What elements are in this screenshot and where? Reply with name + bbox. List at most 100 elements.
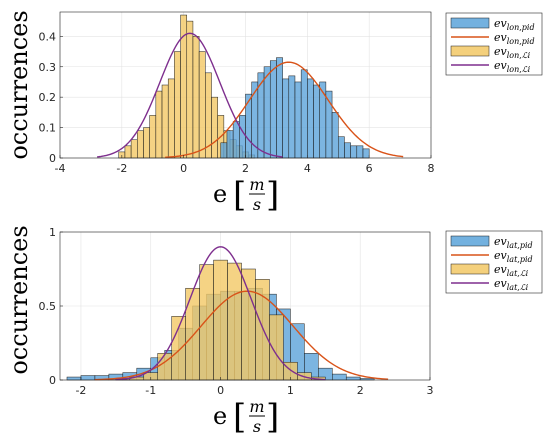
histogram-bar (300, 69, 308, 159)
top-x-label-rbracket: ] (266, 175, 279, 215)
y-tick-label: 0.3 (39, 61, 57, 74)
histogram-bar (332, 373, 347, 381)
legend-entry-label: evlon,ℒi (494, 59, 531, 74)
y-tick-label: 0.2 (39, 91, 57, 104)
x-tick-label: -2 (75, 384, 86, 397)
legend-bar-swatch (450, 17, 490, 29)
histogram-bar (174, 51, 181, 159)
histogram-bar (161, 84, 169, 159)
legend-entry-label: evlat,ℒi (494, 277, 529, 292)
histogram-bar (186, 20, 194, 159)
histogram-bar (192, 36, 200, 159)
top-curves (97, 32, 404, 159)
histogram-bar (313, 84, 320, 159)
gaussian-fit-line (165, 61, 404, 159)
top-x-label-den: s (253, 195, 261, 214)
top-x-label-lbracket: [ (233, 175, 246, 215)
histogram-bar (331, 112, 339, 159)
bottom-curves (94, 246, 389, 381)
histogram-bar (130, 139, 138, 159)
x-tick-label: 0 (180, 162, 187, 175)
histogram-bar (66, 376, 82, 381)
histogram-bar (220, 142, 228, 159)
gaussian-fit-line (115, 246, 326, 381)
legend-entry-label: evlon,ℒi (494, 45, 531, 60)
top-y-axis-label: occurrences (5, 10, 33, 159)
histogram-bar (241, 268, 256, 381)
y-tick-label: 0 (49, 374, 56, 387)
legend-entry-label: evlat,ℒi (494, 263, 529, 278)
y-tick-label: 1 (49, 226, 56, 239)
y-tick-label: 0.5 (39, 300, 57, 313)
histogram-bar (226, 130, 234, 159)
histogram-bar (307, 78, 314, 159)
gaussian-fit-line (97, 32, 283, 158)
histogram-bar (288, 75, 296, 159)
x-tick-label: 4 (304, 162, 311, 175)
y-tick-label: 0 (49, 152, 56, 165)
histogram-bar (338, 136, 345, 159)
histogram-bar (198, 51, 206, 159)
legend-bar-swatch (450, 235, 490, 247)
x-tick-label: 3 (427, 384, 434, 397)
legend-entry-label: evlon,pid (494, 31, 535, 46)
bottom-bars (66, 259, 375, 381)
histogram-bar (344, 142, 351, 159)
histogram-bar (362, 148, 370, 159)
x-tick-label: -4 (55, 162, 66, 175)
histogram-bar (255, 279, 270, 381)
top-ticks: -4 -2 0 2 4 6 8 0 0.1 0.2 0.3 0.4 (39, 30, 435, 175)
histogram-bar (232, 121, 240, 159)
histogram-bar (149, 115, 157, 159)
legend-entry-label: evlon,pid (494, 17, 535, 32)
x-tick-label: -1 (145, 384, 156, 397)
y-tick-label: 0.4 (39, 30, 57, 43)
x-tick-label: 2 (242, 162, 249, 175)
y-tick-label: 0.1 (39, 122, 57, 135)
top-histogram-panel: -4 -2 0 2 4 6 8 0 0.1 0.2 0.3 0.4 occurrences e [ m… (5, 10, 543, 215)
histogram-bar (294, 81, 302, 159)
gaussian-fit-line (94, 290, 389, 381)
histogram-bar (263, 66, 271, 159)
x-tick-label: 6 (366, 162, 373, 175)
legend-entry-label: evlat,pid (494, 235, 533, 250)
bottom-x-label-rbracket: ] (266, 397, 279, 437)
histogram-bar (167, 78, 175, 159)
histogram-bar (356, 145, 364, 159)
bottom-x-label-num: m (249, 397, 264, 416)
histogram-bar (211, 96, 218, 159)
top-x-axis-label: e [ m s ] (213, 175, 279, 215)
bottom-ticks: -2 -1 0 1 2 3 0 0.5 1 (39, 226, 434, 397)
legend-entry-label: evlat,pid (494, 249, 533, 264)
x-tick-label: 1 (287, 384, 294, 397)
x-tick-label: 8 (428, 162, 435, 175)
bottom-x-label-var: e (213, 402, 227, 430)
histogram-bar (282, 78, 290, 159)
top-bars (118, 14, 370, 159)
bottom-histogram-panel: -2 -1 0 1 2 3 0 0.5 1 occurrences e [ m s ] evla… (5, 225, 543, 437)
histogram-bar (276, 57, 283, 159)
histogram-bar (137, 130, 144, 159)
histogram-bar (80, 375, 96, 381)
histogram-bar (350, 145, 358, 159)
legend-bar-swatch (450, 45, 490, 57)
histogram-bar (199, 264, 214, 381)
x-tick-label: -2 (116, 162, 127, 175)
histogram-bar (185, 287, 200, 381)
legend-bar-swatch (450, 263, 490, 275)
histogram-bar (124, 145, 132, 159)
histogram-bar (155, 90, 163, 159)
bottom-x-label-den: s (253, 417, 261, 436)
x-tick-label: 0 (217, 384, 224, 397)
histogram-bar (269, 60, 277, 159)
histogram-bar (345, 376, 361, 381)
bottom-x-label-lbracket: [ (233, 397, 246, 437)
bottom-y-axis-label: occurrences (5, 225, 33, 374)
histogram-bar (213, 259, 228, 381)
histogram-bar (239, 115, 246, 159)
x-tick-label: 2 (357, 384, 364, 397)
histogram-bar (143, 127, 150, 159)
histogram-bar (227, 262, 242, 381)
